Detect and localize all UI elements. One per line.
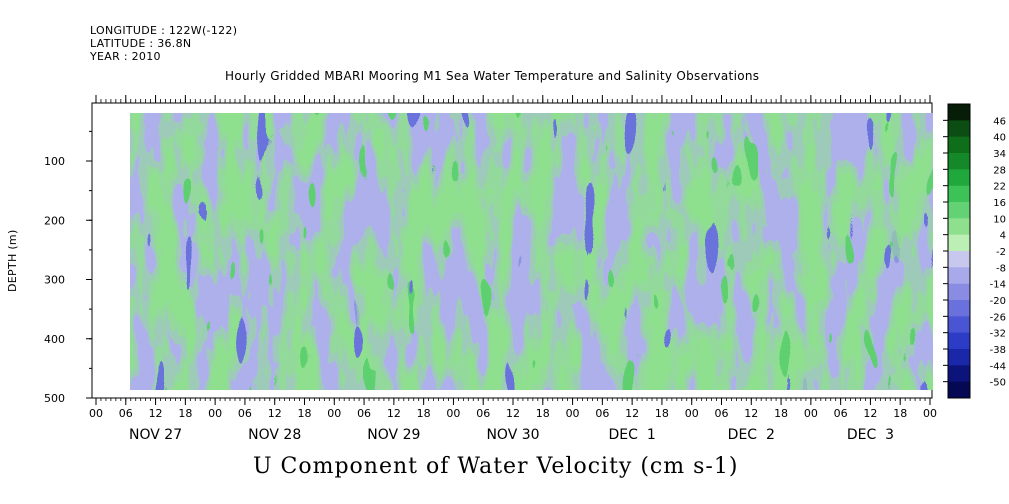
y-tick-label: 300 (44, 274, 65, 287)
colorbar-swatch (948, 365, 970, 383)
x-hour-label: 12 (863, 407, 877, 420)
x-hour-label: 12 (387, 407, 401, 420)
x-axis-title: U Component of Water Velocity (cm s-1) (253, 454, 739, 479)
x-hour-label: 12 (506, 407, 520, 420)
colorbar-label: 46 (993, 116, 1006, 127)
heatmap-strong-negative-blobs (130, 113, 933, 390)
chart-title: Hourly Gridded MBARI Mooring M1 Sea Wate… (225, 69, 760, 83)
x-hour-label: 18 (178, 407, 192, 420)
x-hour-label: 12 (149, 407, 163, 420)
colorbar-swatch (948, 120, 970, 138)
x-hour-label: 18 (417, 407, 431, 420)
colorbar-label: 40 (993, 133, 1006, 144)
x-day-label: DEC 3 (847, 427, 894, 443)
colorbar-swatch (948, 218, 970, 236)
colorbar-label: 28 (993, 165, 1006, 176)
colorbar-label: -14 (990, 280, 1006, 291)
colorbar-label: -32 (990, 329, 1006, 340)
colorbar-label: -26 (990, 312, 1006, 323)
colorbar-swatch (948, 234, 970, 252)
x-hour-label: 06 (119, 407, 133, 420)
colorbar: 46 40 34 28 22 16 10 4 -2 -8 -14 -20 -26 -32 -38 -44 -50 (943, 103, 1006, 399)
colorbar-swatch (948, 267, 970, 285)
colorbar-label: -44 (990, 361, 1006, 372)
colorbar-swatch (948, 251, 970, 268)
x-hour-label: 00 (804, 407, 818, 420)
x-hour-label: 18 (298, 407, 312, 420)
axes: 100 200 300 400 500 00 06 12 18 00 06 12 18 00 06 12 18 0… (44, 95, 937, 443)
colorbar-label: 10 (993, 214, 1006, 225)
year-label: YEAR : 2010 (90, 50, 161, 63)
x-day-label: NOV 29 (367, 427, 420, 443)
x-hour-label: 06 (595, 407, 609, 420)
x-hour-label: 06 (238, 407, 252, 420)
colorbar-swatch (948, 349, 970, 366)
colorbar-swatch (948, 185, 970, 203)
y-tick-label: 400 (44, 333, 65, 346)
heatmap-field (130, 113, 933, 390)
longitude-label: LONGITUDE : 122W(-122) (90, 24, 238, 37)
colorbar-swatch (948, 316, 970, 334)
x-hour-label: 00 (327, 407, 341, 420)
x-hour-label: 06 (834, 407, 848, 420)
x-day-label: DEC 1 (609, 427, 656, 443)
x-hour-label: 00 (208, 407, 222, 420)
x-hour-label: 18 (536, 407, 550, 420)
colorbar-label: -50 (990, 378, 1006, 389)
x-hour-label: 06 (357, 407, 371, 420)
colorbar-label: 22 (993, 182, 1006, 193)
colorbar-label: 4 (1000, 231, 1006, 242)
x-day-label: DEC 2 (728, 427, 775, 443)
colorbar-swatch (948, 332, 970, 350)
y-tick-label: 100 (44, 155, 65, 168)
colorbar-swatch (948, 300, 970, 317)
colorbar-swatch (948, 381, 970, 399)
x-hour-label: 06 (476, 407, 490, 420)
x-hour-label: 12 (625, 407, 639, 420)
colorbar-swatch (948, 202, 970, 219)
colorbar-swatch (948, 283, 970, 301)
x-hour-label: 18 (893, 407, 907, 420)
colorbar-swatch (948, 153, 970, 170)
x-hour-label: 00 (566, 407, 580, 420)
y-tick-label: 500 (44, 392, 65, 405)
colorbar-label: -8 (996, 263, 1006, 274)
x-day-label: NOV 27 (129, 427, 182, 443)
colorbar-label: 34 (993, 149, 1006, 160)
colorbar-swatch (948, 104, 970, 121)
x-hour-label: 18 (774, 407, 788, 420)
x-hour-label: 12 (268, 407, 282, 420)
x-hour-label: 00 (89, 407, 103, 420)
y-axis-label: DEPTH (m) (6, 229, 19, 292)
colorbar-swatch (948, 136, 970, 154)
x-hour-label: 06 (715, 407, 729, 420)
colorbar-label: -20 (990, 296, 1006, 307)
x-hour-label: 00 (923, 407, 937, 420)
x-hour-label: 18 (655, 407, 669, 420)
y-tick-label: 200 (44, 214, 65, 227)
colorbar-label: -2 (996, 247, 1006, 258)
x-day-label: NOV 28 (248, 427, 301, 443)
x-hour-label: 00 (685, 407, 699, 420)
x-hour-label: 00 (446, 407, 460, 420)
x-hour-label: 12 (744, 407, 758, 420)
latitude-label: LATITUDE : 36.8N (90, 37, 192, 50)
colorbar-label: -38 (990, 345, 1006, 356)
colorbar-swatch (948, 169, 970, 187)
x-day-label: NOV 30 (486, 427, 539, 443)
colorbar-label: 16 (993, 198, 1006, 209)
